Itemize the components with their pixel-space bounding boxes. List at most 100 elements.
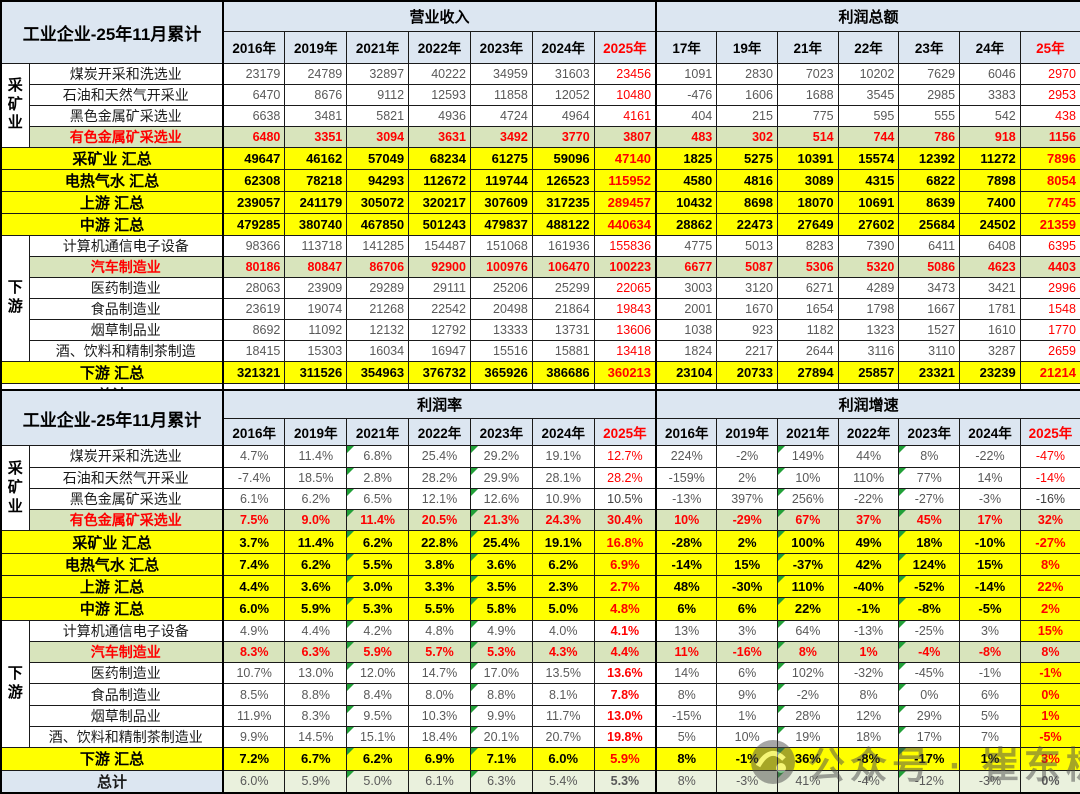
row-label: 下游 汇总	[0, 747, 224, 771]
data-cell: -45%	[898, 662, 961, 685]
data-cell: 5087	[716, 255, 778, 278]
data-cell: 6822	[898, 168, 961, 192]
data-cell: 5306	[776, 255, 839, 278]
data-cell: 6%	[716, 662, 779, 685]
data-cell: -37%	[777, 552, 839, 576]
row-label: 计算机通信电子设备	[28, 619, 224, 642]
data-cell: -8%	[837, 747, 900, 771]
data-cell: 86706	[346, 255, 410, 278]
data-cell: -8%	[898, 597, 961, 621]
data-cell: 2970	[1019, 62, 1080, 85]
data-cell: 3.6%	[284, 574, 348, 599]
header-group-row: 工业企业-25年11月累计 营业收入 利润总额	[0, 0, 1080, 64]
data-cell: 161936	[531, 234, 595, 257]
data-cell: 5275	[716, 146, 778, 170]
data-cell: 215	[716, 104, 778, 127]
data-cell: 2%	[716, 466, 779, 489]
table-row: 石油和天然气开采业 6470 8676 9112 12593 11858 12052 1048…	[1, 83, 1080, 106]
data-cell: -32%	[837, 662, 900, 685]
data-cell: 16034	[346, 339, 410, 362]
data-cell: 10.7%	[222, 662, 286, 685]
data-cell: -15%	[655, 704, 718, 727]
data-cell: 27602	[837, 212, 900, 236]
data-cell: -1%	[959, 662, 1021, 685]
data-cell: 6271	[776, 276, 839, 299]
data-cell: 5.5%	[346, 552, 410, 576]
data-cell: 3631	[408, 125, 471, 148]
data-cell: 27649	[776, 212, 839, 236]
data-cell: 7.1%	[469, 747, 533, 771]
bottom-table: 工业企业-25年11月累计 利润率 利润增速 2016年 2019年 2021年 2022年…	[0, 389, 1080, 794]
data-cell: 29289	[346, 276, 410, 299]
data-cell: 12.7%	[593, 445, 657, 468]
data-cell: 6%	[655, 597, 718, 621]
data-cell: -1%	[716, 747, 779, 771]
row-label: 煤炭开采和洗选业	[28, 445, 224, 468]
data-cell: 57049	[346, 146, 410, 170]
data-cell: 923	[716, 318, 778, 341]
data-cell: 6.0%	[222, 769, 286, 794]
data-cell: 18%	[837, 725, 900, 749]
data-cell: 23104	[655, 360, 718, 384]
table-row: 中游 汇总 6.0% 5.9% 5.3% 5.5% 5.8% 5.0% 4.8% 6% 6% 22%…	[0, 597, 1080, 621]
data-cell: 12.0%	[346, 662, 410, 685]
data-cell: -17%	[898, 747, 961, 771]
data-cell: 0%	[1019, 683, 1080, 706]
row-label: 有色金属矿采选业	[28, 125, 224, 148]
data-cell: 100223	[593, 255, 657, 278]
data-cell: -14%	[1019, 466, 1080, 489]
data-cell: -16%	[1019, 487, 1080, 511]
data-cell: 10.9%	[531, 487, 595, 511]
data-cell: 2%	[1019, 597, 1080, 621]
data-cell: 241179	[284, 190, 348, 214]
data-cell: -16%	[716, 640, 779, 664]
data-cell: 10%	[716, 725, 779, 749]
data-cell: 1%	[716, 704, 779, 727]
data-cell: 11092	[284, 318, 348, 341]
data-cell: 15.1%	[346, 725, 410, 749]
top-table: 工业企业-25年11月累计 营业收入 利润总额 2016年 2019年 2021年 2022…	[0, 0, 1080, 407]
data-cell: 124%	[898, 552, 961, 576]
data-cell: 0%	[1019, 769, 1080, 794]
data-cell: 23179	[222, 62, 286, 85]
data-cell: 21268	[346, 297, 410, 320]
data-cell: 22.8%	[408, 530, 471, 554]
data-cell: 113718	[284, 234, 348, 257]
data-cell: 13731	[531, 318, 595, 341]
data-cell: 19.1%	[531, 530, 595, 554]
data-cell: 80186	[222, 255, 286, 278]
data-cell: 6.3%	[284, 640, 348, 664]
data-cell: 2.3%	[531, 574, 595, 599]
data-cell: 3089	[776, 168, 839, 192]
year-header: 2025年	[593, 417, 657, 447]
data-cell: -22%	[959, 445, 1021, 468]
data-cell: 5.0%	[531, 597, 595, 621]
data-cell: 438	[1019, 104, 1080, 127]
data-cell: 5.0%	[346, 769, 410, 794]
header-years-row: 2016年 2019年 2021年 2022年 2023年 2024年 2025年 2016年…	[1, 417, 1080, 447]
data-cell: 3%	[1019, 747, 1080, 771]
row-label: 有色金属矿采选业	[28, 509, 224, 532]
data-cell: 8%	[655, 769, 718, 794]
data-cell: -7.4%	[222, 466, 286, 489]
data-cell: 8%	[1019, 640, 1080, 664]
data-cell: 6.0%	[531, 747, 595, 771]
data-cell: 32897	[346, 62, 410, 85]
data-cell: 483	[655, 125, 718, 148]
data-cell: 4580	[655, 168, 718, 192]
data-cell: 4.7%	[222, 445, 286, 468]
header-years-row: 2016年 2019年 2021年 2022年 2023年 2024年 2025年 17年 19…	[1, 30, 1080, 64]
data-cell: 10%	[777, 466, 839, 489]
data-cell: 15%	[716, 552, 779, 576]
data-cell: 8054	[1019, 168, 1080, 192]
data-cell: 16.8%	[593, 530, 657, 554]
data-cell: 16947	[408, 339, 471, 362]
data-cell: 8.3%	[284, 704, 348, 727]
data-cell: 8676	[284, 83, 348, 106]
data-cell: 5821	[346, 104, 410, 127]
data-cell: 14.5%	[284, 725, 348, 749]
data-cell: 380740	[284, 212, 348, 236]
table-row: 酒、饮料和精制茶制造 18415 15303 16034 16947 15516 15881…	[1, 339, 1080, 362]
data-cell: 18415	[222, 339, 286, 362]
data-cell: 4289	[837, 276, 900, 299]
